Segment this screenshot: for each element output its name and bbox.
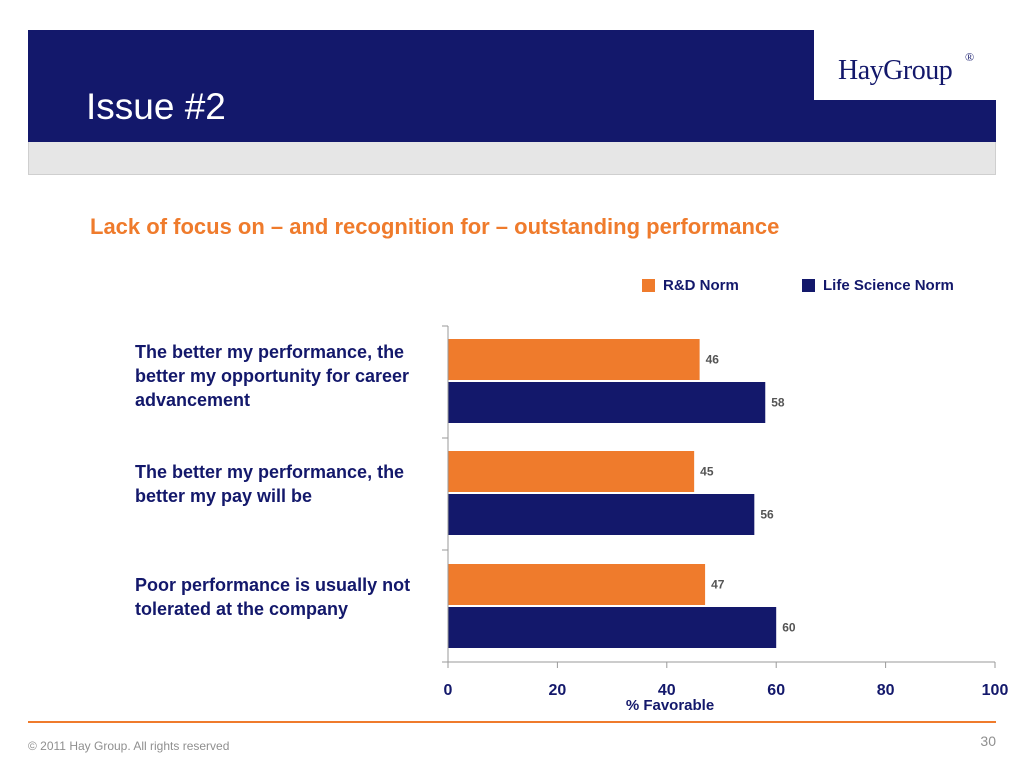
x-tick-label-60: 60 — [767, 682, 785, 699]
x-tick-label-80: 80 — [877, 682, 895, 699]
x-tick-label-100: 100 — [982, 682, 1009, 699]
bar-life-science-norm-3 — [448, 607, 777, 648]
legend-label-life-science-norm: Life Science Norm — [823, 277, 954, 294]
category-label-poor-performance: Poor performance is usually not tolerate… — [135, 575, 411, 619]
legend-swatch-life-science-norm — [802, 279, 815, 292]
x-tick-label-20: 20 — [549, 682, 567, 699]
bar-life-science-norm-2 — [448, 494, 755, 535]
logo: HayGroup ® — [814, 30, 1024, 100]
bar-chart: 46 58 45 56 47 60 0 20 40 60 80 100 — [442, 325, 1009, 699]
data-label-rd-norm-2: 45 — [700, 465, 714, 479]
data-label-rd-norm-1: 46 — [706, 353, 720, 367]
x-tick-label-0: 0 — [444, 682, 453, 699]
page-number: 30 — [980, 733, 996, 749]
footer-divider — [28, 721, 996, 723]
legend-item-rd-norm: R&D Norm — [642, 277, 739, 294]
legend-item-life-science-norm: Life Science Norm — [802, 277, 954, 294]
data-label-life-science-norm-3: 60 — [782, 621, 796, 635]
x-tick-label-40: 40 — [658, 682, 676, 699]
bar-rd-norm-2 — [448, 451, 695, 492]
chart-title: Lack of focus on – and recognition for –… — [90, 214, 780, 239]
category-label-career-advancement: The better my performance, the better my… — [135, 342, 410, 410]
bar-rd-norm-3 — [448, 564, 706, 605]
x-axis-title: % Favorable — [625, 697, 715, 714]
data-label-life-science-norm-2: 56 — [760, 508, 774, 522]
bar-rd-norm-1 — [448, 339, 700, 380]
data-label-rd-norm-3: 47 — [711, 578, 725, 592]
data-label-life-science-norm-1: 58 — [771, 396, 785, 410]
header-band: Issue #2 HayGroup ® — [28, 30, 1024, 142]
subheader-band — [28, 142, 996, 175]
legend-swatch-rd-norm — [642, 279, 655, 292]
registered-mark: ® — [965, 50, 975, 64]
category-label-pay: The better my performance, the better my… — [135, 462, 405, 506]
legend-label-rd-norm: R&D Norm — [663, 277, 739, 294]
logo-text: HayGroup — [838, 55, 953, 86]
bar-life-science-norm-1 — [448, 382, 766, 423]
page-title: Issue #2 — [86, 86, 226, 127]
copyright-text: © 2011 Hay Group. All rights reserved — [28, 739, 230, 753]
